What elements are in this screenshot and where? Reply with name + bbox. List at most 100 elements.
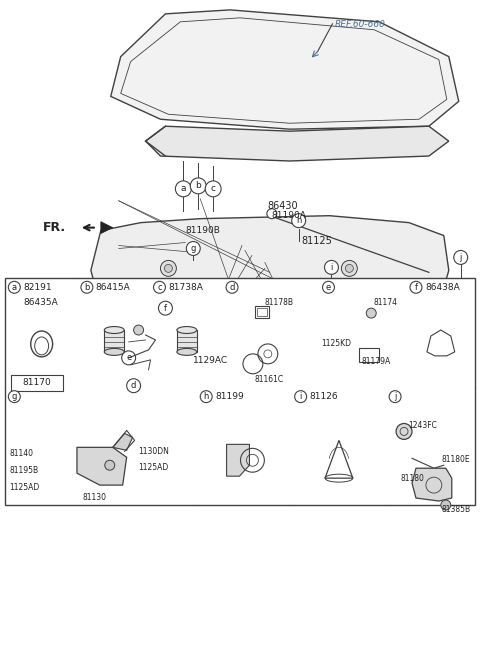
Text: 1125AD: 1125AD	[9, 483, 39, 492]
Text: 81170: 81170	[23, 378, 51, 388]
Bar	[177, 330, 197, 352]
Text: i: i	[300, 392, 302, 401]
Text: c: c	[157, 283, 162, 291]
Circle shape	[133, 325, 144, 335]
Text: d: d	[229, 283, 235, 291]
Circle shape	[341, 260, 357, 276]
Circle shape	[160, 260, 176, 276]
Ellipse shape	[104, 327, 124, 334]
Bar	[12, 375, 63, 391]
Circle shape	[441, 500, 451, 510]
Circle shape	[455, 279, 467, 291]
Text: 81161C: 81161C	[255, 376, 284, 384]
Circle shape	[81, 281, 93, 293]
Text: 81125: 81125	[301, 235, 333, 245]
Circle shape	[190, 178, 206, 194]
Circle shape	[105, 460, 115, 470]
Circle shape	[396, 424, 412, 440]
Bar	[360, 348, 379, 362]
Text: e: e	[326, 283, 331, 291]
Text: 82191: 82191	[23, 283, 52, 291]
Text: 86438A: 86438A	[425, 283, 460, 291]
Text: d: d	[131, 382, 136, 390]
Text: 86415A: 86415A	[96, 283, 131, 291]
Text: g: g	[12, 392, 17, 401]
Text: 81199: 81199	[215, 392, 244, 401]
Circle shape	[267, 209, 277, 219]
Circle shape	[410, 281, 422, 293]
Text: b: b	[195, 181, 201, 190]
Bar	[104, 330, 124, 352]
Polygon shape	[227, 444, 250, 476]
Bar	[5, 278, 475, 505]
Text: 81174: 81174	[373, 297, 397, 307]
Circle shape	[165, 264, 172, 272]
Circle shape	[200, 391, 212, 403]
Circle shape	[324, 260, 338, 274]
Text: 1130DN: 1130DN	[139, 447, 169, 456]
Circle shape	[366, 308, 376, 318]
Text: 1125AD: 1125AD	[139, 463, 169, 472]
Text: 1125KD: 1125KD	[322, 340, 351, 348]
Circle shape	[175, 181, 192, 197]
Ellipse shape	[177, 348, 197, 356]
Text: 81178B: 81178B	[265, 297, 294, 307]
Circle shape	[295, 391, 307, 403]
Circle shape	[346, 264, 353, 272]
Polygon shape	[145, 126, 449, 161]
Circle shape	[184, 384, 192, 392]
Circle shape	[454, 251, 468, 264]
Text: FR.: FR.	[43, 221, 66, 234]
Text: 81738A: 81738A	[168, 283, 204, 291]
Polygon shape	[412, 468, 452, 501]
Text: 81180E: 81180E	[442, 455, 470, 464]
Text: f: f	[164, 303, 167, 313]
Text: i: i	[330, 263, 333, 272]
Circle shape	[389, 391, 401, 403]
Circle shape	[158, 301, 172, 315]
Text: 81140: 81140	[9, 449, 33, 458]
Circle shape	[226, 281, 238, 293]
Text: 81179A: 81179A	[361, 358, 391, 366]
Circle shape	[323, 281, 335, 293]
Ellipse shape	[104, 348, 124, 356]
Text: 1243FC: 1243FC	[408, 421, 437, 430]
Bar	[111, 316, 170, 374]
Text: b: b	[84, 283, 90, 291]
Text: f: f	[414, 283, 418, 291]
Circle shape	[122, 351, 136, 365]
Ellipse shape	[177, 327, 197, 334]
Circle shape	[127, 379, 141, 393]
Circle shape	[292, 213, 306, 227]
Polygon shape	[77, 448, 127, 485]
Polygon shape	[113, 434, 132, 450]
Circle shape	[154, 281, 166, 293]
Text: 81190A: 81190A	[272, 211, 307, 220]
Circle shape	[8, 391, 20, 403]
Polygon shape	[111, 10, 459, 129]
Text: 86430: 86430	[268, 201, 299, 211]
Text: j: j	[459, 253, 462, 262]
Text: 1129AC: 1129AC	[193, 356, 228, 366]
Text: c: c	[211, 184, 216, 193]
Polygon shape	[91, 215, 449, 322]
Circle shape	[8, 281, 20, 293]
Text: a: a	[12, 283, 17, 291]
Text: 81385B: 81385B	[442, 506, 471, 514]
Text: 86435A: 86435A	[23, 297, 58, 307]
Text: h: h	[296, 216, 301, 225]
Polygon shape	[101, 221, 113, 233]
Text: e: e	[126, 354, 131, 362]
Text: j: j	[394, 392, 396, 401]
Text: a: a	[180, 184, 186, 193]
Text: h: h	[204, 392, 209, 401]
Bar	[255, 306, 269, 318]
Text: 81190B: 81190B	[185, 226, 220, 235]
Text: REF.60-660: REF.60-660	[335, 20, 385, 29]
Circle shape	[205, 181, 221, 197]
Text: 81195B: 81195B	[9, 466, 38, 475]
Text: 81130: 81130	[83, 492, 107, 502]
Circle shape	[186, 241, 200, 255]
Text: g: g	[191, 244, 196, 253]
Text: 81126: 81126	[310, 392, 338, 401]
